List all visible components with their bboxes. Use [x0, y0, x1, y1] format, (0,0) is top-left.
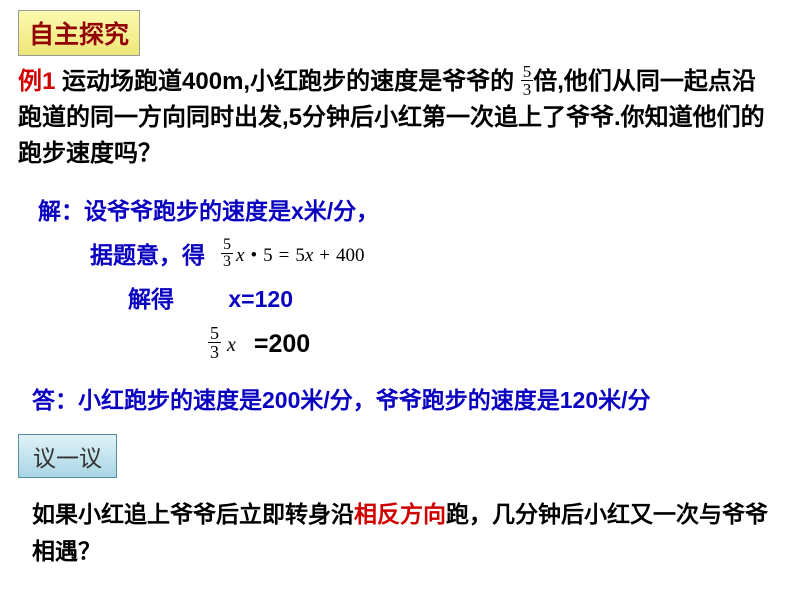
solution-solve-line: 解得 x=120 — [18, 278, 776, 322]
solve-label: 解得 — [128, 286, 174, 312]
equation: 53 x•5=5x+400 — [221, 238, 367, 274]
solve-value: x=120 — [228, 286, 293, 312]
derived-fraction: 53 — [208, 324, 221, 361]
solution-block: 解：设爷爷跑步的速度是x米/分， 据题意，得 53 x•5=5x+400 解得 … — [18, 190, 776, 422]
fraction-denominator: 3 — [521, 81, 534, 98]
solution-answer: 答：小红跑步的速度是200米/分，爷爷跑步的速度是120米/分 — [18, 379, 776, 423]
solution-derived-line: 53 x =200 — [18, 321, 776, 369]
eq-body: x — [236, 238, 244, 274]
example-label: 例1 — [18, 68, 55, 95]
slide: 自主探究 例1 运动场跑道400m,小红跑步的速度是爷爷的 53倍,他们从同一起… — [0, 0, 794, 596]
followup-highlight: 相反方向 — [354, 501, 446, 527]
solution-setup: 解：设爷爷跑步的速度是x米/分， — [18, 190, 776, 234]
section-header-box: 自主探究 — [18, 10, 140, 56]
problem-pre: 运动场跑道400m,小红跑步的速度是爷爷的 — [55, 68, 520, 95]
discuss-header-box: 议一议 — [18, 434, 117, 478]
derived-value: =200 — [254, 321, 310, 369]
fraction-numerator: 5 — [521, 63, 534, 81]
followup-question: 如果小红追上爷爷后立即转身沿相反方向跑，几分钟后小红又一次与爷爷相遇？ — [18, 496, 776, 570]
derived-var: x — [227, 326, 236, 364]
discuss-title: 议一议 — [33, 445, 102, 471]
fraction-5-3: 53 — [521, 63, 534, 98]
section-header-title: 自主探究 — [29, 21, 129, 49]
solution-equation-line: 据题意，得 53 x•5=5x+400 — [18, 234, 776, 278]
equation-label: 据题意，得 — [90, 234, 205, 278]
problem-statement: 例1 运动场跑道400m,小红跑步的速度是爷爷的 53倍,他们从同一起点沿跑道的… — [18, 64, 776, 172]
followup-pre: 如果小红追上爷爷后立即转身沿 — [32, 501, 354, 527]
eq-fraction: 53 — [221, 237, 233, 270]
